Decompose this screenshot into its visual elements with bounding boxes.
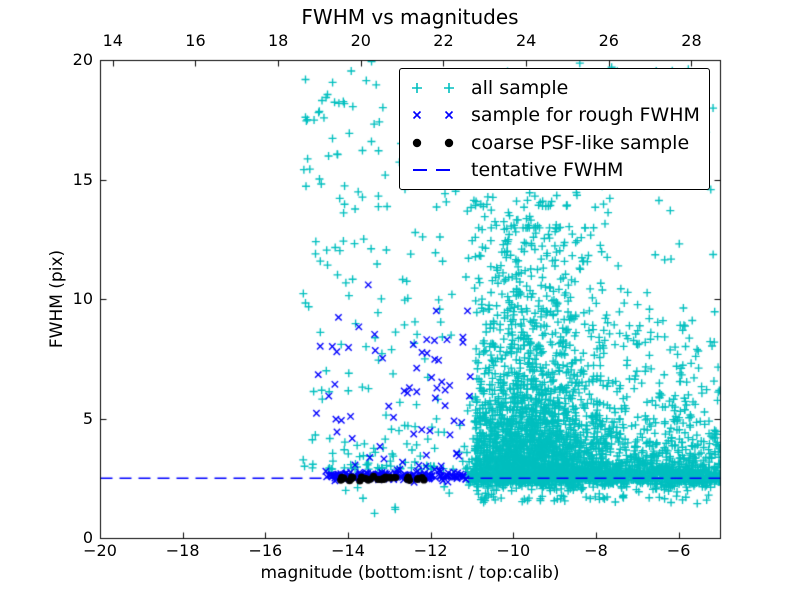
x-tick-label-top: 28: [681, 31, 702, 50]
x-tick-label-top: 22: [433, 31, 454, 50]
x-tick-label-top: 20: [350, 31, 371, 50]
chart-title: FWHM vs magnitudes: [301, 5, 519, 29]
legend-label: tentative FWHM: [471, 159, 624, 182]
legend-entry-rough-fwhm: sample for rough FWHM: [412, 104, 700, 127]
x-tick-label-bottom: −18: [165, 541, 200, 560]
legend-label: sample for rough FWHM: [471, 104, 700, 127]
x-tick-label-bottom: −6: [666, 541, 691, 560]
x-tick-label-bottom: −12: [413, 541, 448, 560]
x-tick-label-top: 14: [102, 31, 123, 50]
y-tick-label: 15: [72, 169, 93, 189]
x-tick-label-bottom: −10: [496, 541, 531, 560]
x-tick-label-top: 26: [598, 31, 619, 50]
legend: all sample sample for rough FWHM coarse …: [399, 68, 710, 190]
plus-marker-icon: [412, 82, 454, 93]
x-tick-label-top: 18: [267, 31, 289, 50]
legend-entry-tentative-fwhm: tentative FWHM: [412, 159, 699, 181]
legend-label: all sample: [471, 76, 569, 99]
legend-entry-psf-sample: coarse PSF-like sample: [412, 132, 699, 154]
y-tick-label: 10: [72, 289, 93, 308]
y-tick-label: 0: [82, 528, 93, 547]
y-tick-label: 5: [82, 408, 93, 428]
dot-marker-icon: [412, 138, 454, 147]
x-tick-label-bottom: −16: [248, 541, 283, 560]
x-tick-label-top: 16: [185, 31, 206, 50]
legend-entry-all-sample: all sample: [412, 77, 699, 99]
dashed-line-icon: [413, 169, 450, 172]
x-axis-label: magnitude (bottom:isnt / top:calib): [260, 563, 560, 583]
x-marker-icon: [412, 111, 454, 120]
y-tick-label: 20: [72, 50, 93, 69]
x-tick-label-bottom: −8: [584, 541, 608, 560]
x-tick-label-bottom: −14: [331, 541, 365, 560]
x-tick-label-top: 24: [515, 31, 537, 50]
x-tick-label-bottom: −20: [83, 541, 117, 560]
legend-label: coarse PSF-like sample: [471, 131, 690, 154]
